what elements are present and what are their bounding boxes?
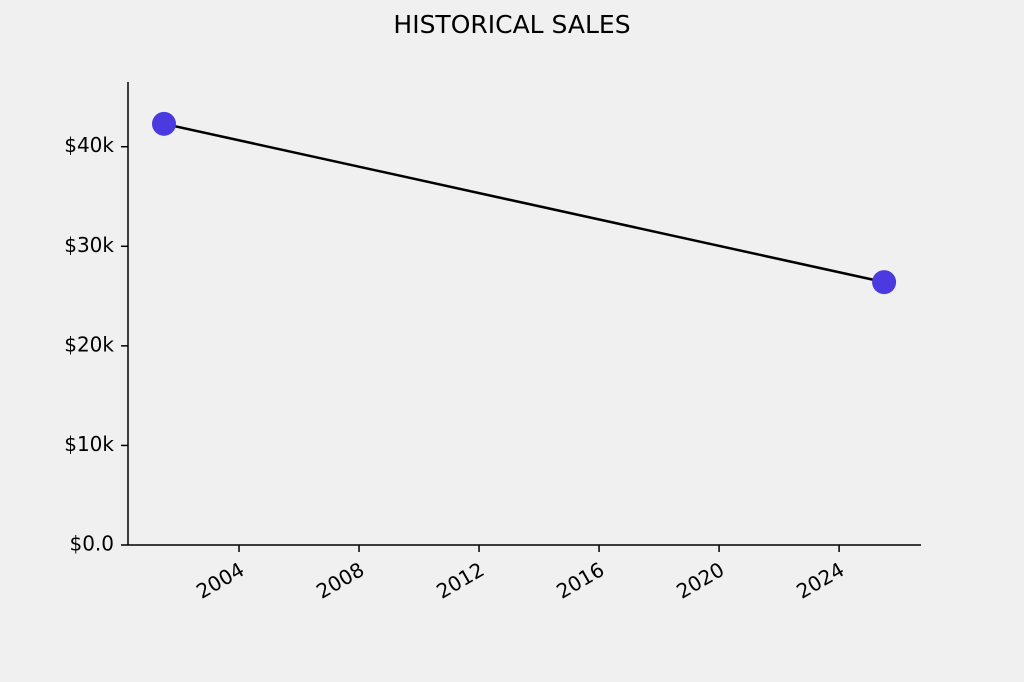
x-tick-label: 2008 xyxy=(312,557,368,603)
data-point xyxy=(872,270,897,295)
y-tick-label: $30k xyxy=(64,233,114,257)
x-tick-label: 2024 xyxy=(792,557,848,603)
y-tick-label: $0.0 xyxy=(69,532,114,556)
x-tick-label: 2020 xyxy=(672,557,728,603)
y-tick-label: $20k xyxy=(64,332,114,356)
y-tick-label: $10k xyxy=(64,432,114,456)
series-line xyxy=(163,122,885,284)
x-tick-label: 2012 xyxy=(432,557,488,603)
data-point xyxy=(152,111,177,136)
chart-title: HISTORICAL SALES xyxy=(393,10,630,39)
x-tick-label: 2004 xyxy=(192,557,248,603)
x-tick-label: 2016 xyxy=(552,557,608,603)
y-tick-label: $40k xyxy=(64,133,114,157)
